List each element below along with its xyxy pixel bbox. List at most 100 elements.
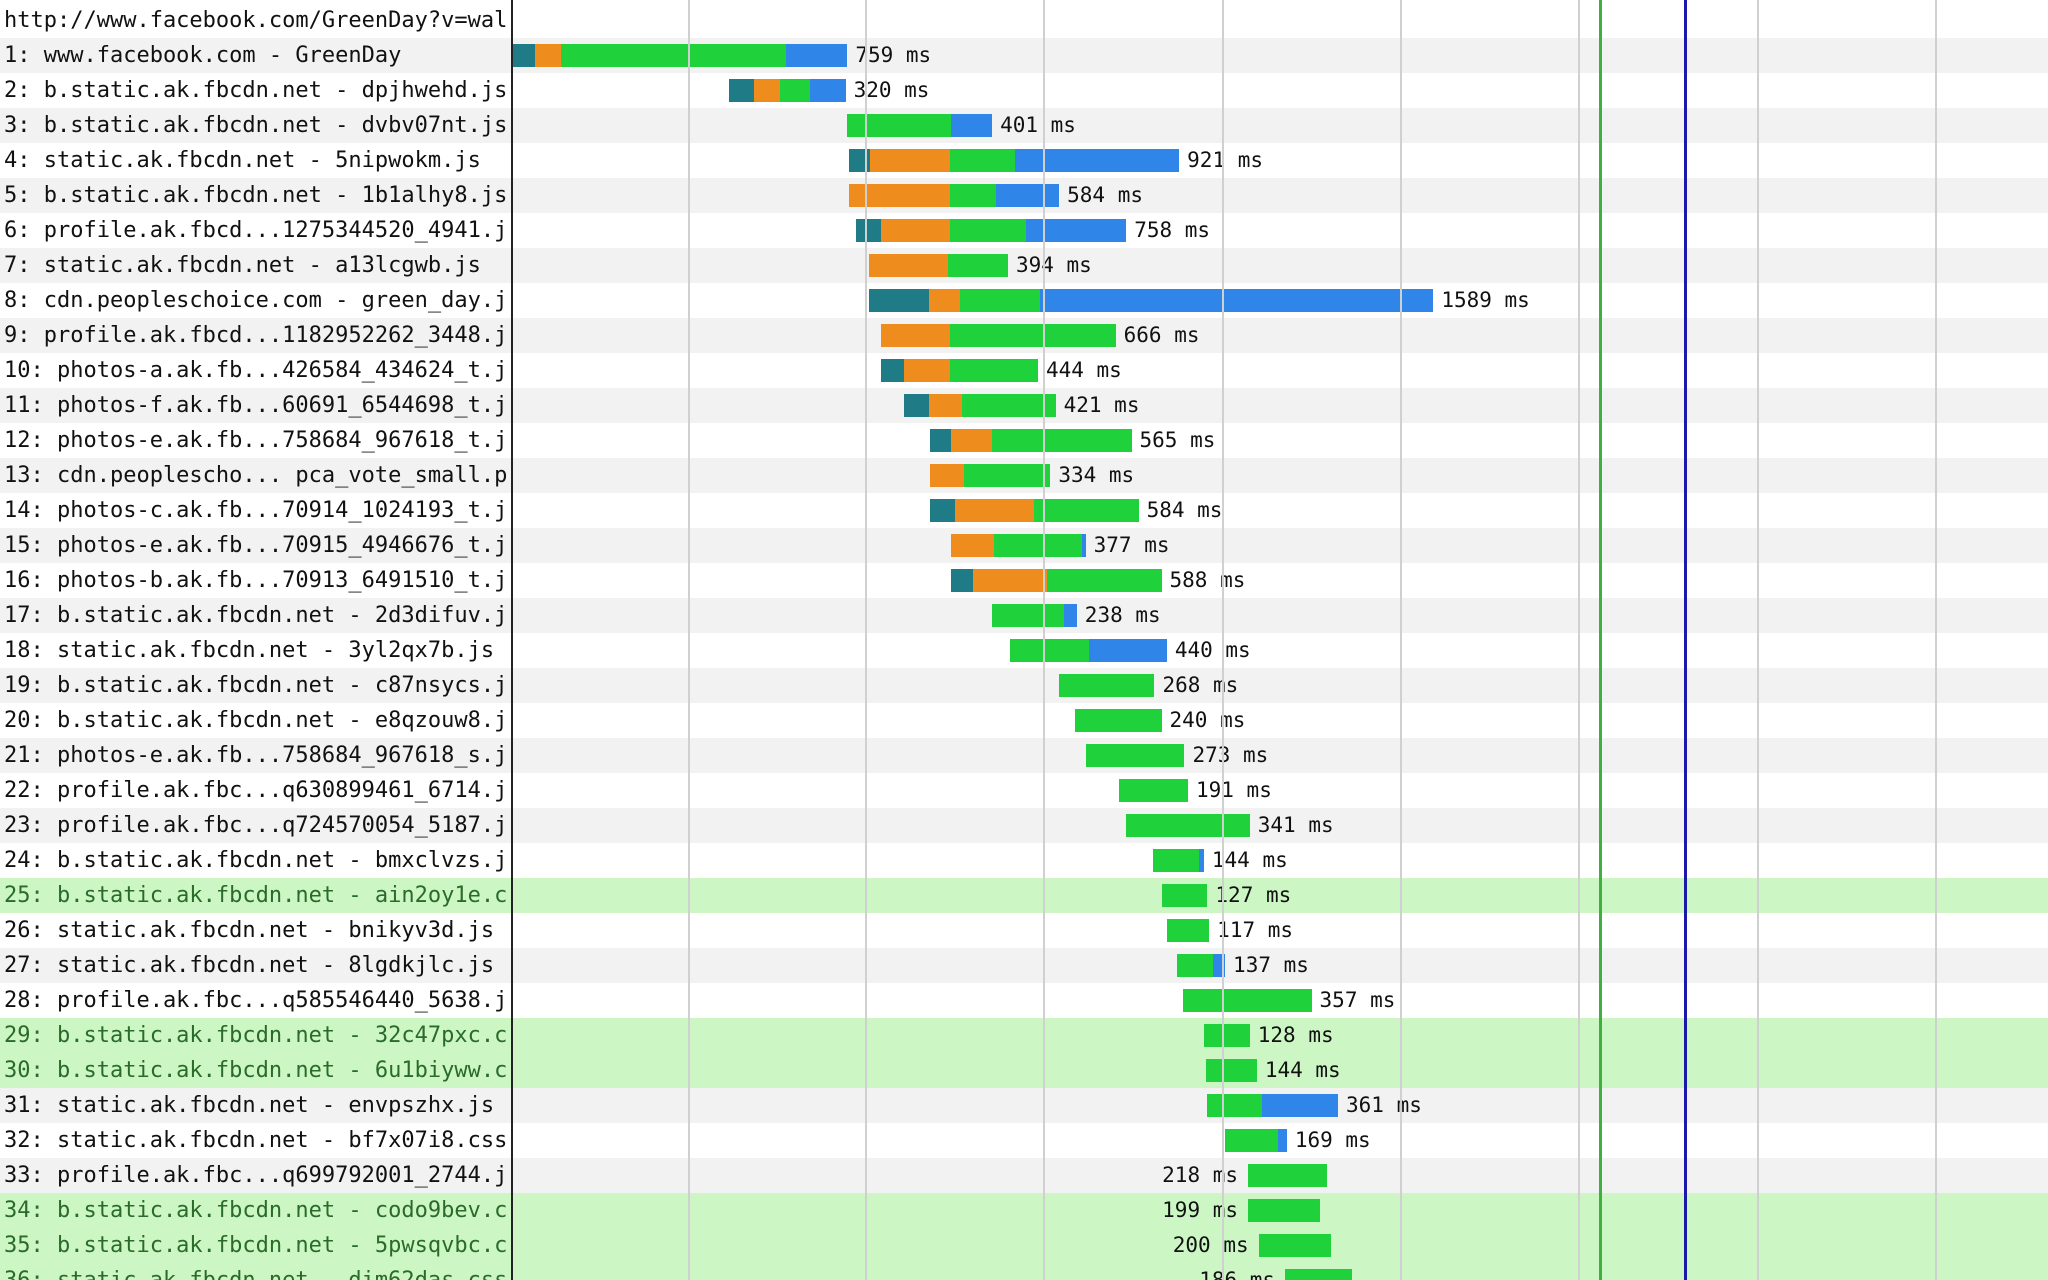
download-bar <box>785 44 848 67</box>
request-duration-label: 127 ms <box>1215 883 1292 907</box>
document-complete-marker-line <box>1684 0 1687 1280</box>
request-duration-label: 444 ms <box>1045 358 1122 382</box>
request-row[interactable]: 15: photos-e.ak.fb...70915_4946676_t.jpg… <box>0 528 2048 563</box>
ttfb-bar <box>1225 1129 1278 1152</box>
request-url-label: 3: b.static.ak.fbcdn.net - dvbv07nt.js <box>4 113 508 138</box>
request-duration-label: 117 ms <box>1217 918 1294 942</box>
download-bar <box>1082 534 1086 557</box>
request-row[interactable]: 21: photos-e.ak.fb...758684_967618_s.jpg… <box>0 738 2048 773</box>
request-duration-label: 137 ms <box>1233 953 1309 977</box>
request-row[interactable]: 14: photos-c.ak.fb...70914_1024193_t.jpg… <box>0 493 2048 528</box>
request-duration-label: 377 ms <box>1093 533 1170 557</box>
request-row[interactable]: 2: b.static.ak.fbcdn.net - dpjhwehd.js 32… <box>0 73 2048 108</box>
request-url-label: 2: b.static.ak.fbcdn.net - dpjhwehd.js <box>4 78 508 103</box>
request-row[interactable]: 5: b.static.ak.fbcdn.net - 1b1alhy8.js 58… <box>0 178 2048 213</box>
ttfb-bar <box>1034 499 1139 522</box>
request-url-label: 9: profile.ak.fbcd...1182952262_3448.jpg <box>4 323 509 348</box>
request-row[interactable]: 6: profile.ak.fbcd...1275344520_4941.jpg… <box>0 213 2048 248</box>
connect-bar <box>972 569 1047 592</box>
request-duration-label: 565 ms <box>1139 428 1216 452</box>
download-bar <box>1064 604 1077 627</box>
request-row[interactable]: 7: static.ak.fbcdn.net - a13lcgwb.js 394 … <box>0 248 2048 283</box>
request-row[interactable]: 32: static.ak.fbcdn.net - bf7x07i8.css 16… <box>0 1123 2048 1158</box>
ttfb-bar <box>1248 1164 1328 1187</box>
request-row[interactable]: 18: static.ak.fbcdn.net - 3yl2qx7b.js 440… <box>0 633 2048 668</box>
request-url-label: 10: photos-a.ak.fb...426584_434624_t.jpg <box>4 358 509 383</box>
dns-bar <box>951 569 973 592</box>
request-url-label: 22: profile.ak.fbc...q630899461_6714.jpg <box>4 778 509 803</box>
request-row[interactable]: 11: photos-f.ak.fb...60691_6544698_t.jpg… <box>0 388 2048 423</box>
request-duration-label: 357 ms <box>1319 988 1396 1012</box>
request-row[interactable]: 20: b.static.ak.fbcdn.net - e8qzouw8.js 2… <box>0 703 2048 738</box>
connect-bar <box>880 219 950 242</box>
request-row[interactable]: 28: profile.ak.fbc...q585546440_5638.jpg… <box>0 983 2048 1018</box>
dns-bar <box>729 79 754 102</box>
request-duration-label: 273 ms <box>1192 743 1269 767</box>
ttfb-bar <box>949 184 996 207</box>
request-row[interactable]: 16: photos-b.ak.fb...70913_6491510_t.jpg… <box>0 563 2048 598</box>
request-url-label: 36: static.ak.fbcdn.net - dim62das.css <box>4 1263 509 1280</box>
download-bar <box>1089 639 1167 662</box>
request-row[interactable]: 31: static.ak.fbcdn.net - envpszhx.js 361… <box>0 1088 2048 1123</box>
request-row[interactable]: 34: b.static.ak.fbcdn.net - codo9bev.css… <box>0 1193 2048 1228</box>
gridline <box>1222 0 1224 1280</box>
request-row[interactable]: 10: photos-a.ak.fb...426584_434624_t.jpg… <box>0 353 2048 388</box>
request-row[interactable]: 13: cdn.peoplescho... pca_vote_small.png… <box>0 458 2048 493</box>
request-row[interactable]: 35: b.static.ak.fbcdn.net - 5pwsqvbc.css… <box>0 1228 2048 1263</box>
ttfb-bar <box>960 289 1040 312</box>
request-row[interactable]: 30: b.static.ak.fbcdn.net - 6u1biyww.css… <box>0 1053 2048 1088</box>
ttfb-bar <box>1203 1024 1250 1047</box>
request-row[interactable]: 9: profile.ak.fbcd...1182952262_3448.jpg… <box>0 318 2048 353</box>
request-row[interactable]: 1: www.facebook.com - GreenDay 759 ms <box>0 38 2048 73</box>
gridline <box>1935 0 1937 1280</box>
request-duration-label: 588 ms <box>1169 568 1246 592</box>
ttfb-bar <box>1248 1199 1321 1222</box>
request-url-label: 23: profile.ak.fbc...q724570054_5187.jpg <box>4 813 509 838</box>
request-duration-label: 758 ms <box>1134 218 1211 242</box>
download-bar <box>1015 149 1180 172</box>
request-url-label: 7: static.ak.fbcdn.net - a13lcgwb.js <box>4 253 481 278</box>
request-row[interactable]: 36: static.ak.fbcdn.net - dim62das.css 18… <box>0 1263 2048 1280</box>
request-url-label: 1: www.facebook.com - GreenDay <box>4 43 402 68</box>
request-row[interactable]: 22: profile.ak.fbc...q630899461_6714.jpg… <box>0 773 2048 808</box>
request-row[interactable]: 33: profile.ak.fbc...q699792001_2744.jpg… <box>0 1158 2048 1193</box>
ttfb-bar <box>949 324 1116 347</box>
request-duration-label: 169 ms <box>1294 1128 1371 1152</box>
dns-bar <box>856 219 881 242</box>
request-duration-label: 334 ms <box>1058 463 1135 487</box>
request-url-label: 8: cdn.peopleschoice.com - green_day.jpg <box>4 288 509 313</box>
ttfb-bar <box>963 464 1051 487</box>
request-duration-label: 199 ms <box>1162 1198 1239 1222</box>
connect-bar <box>870 149 950 172</box>
request-duration-label: 759 ms <box>855 43 932 67</box>
ttfb-bar <box>1258 1234 1331 1257</box>
ttfb-bar <box>1085 744 1185 767</box>
ttfb-bar <box>949 149 1016 172</box>
request-url-label: 17: b.static.ak.fbcdn.net - 2d3difuv.js <box>4 603 509 628</box>
gridline <box>1757 0 1759 1280</box>
request-duration-label: 186 ms <box>1199 1268 1276 1280</box>
request-url-label: 26: static.ak.fbcdn.net - bnikyv3d.js <box>4 918 495 943</box>
request-row[interactable]: 29: b.static.ak.fbcdn.net - 32c47pxc.css… <box>0 1018 2048 1053</box>
connect-bar <box>868 254 948 277</box>
request-row[interactable]: 23: profile.ak.fbc...q724570054_5187.jpg… <box>0 808 2048 843</box>
request-row[interactable]: 19: b.static.ak.fbcdn.net - c87nsycs.js 2… <box>0 668 2048 703</box>
request-row[interactable]: 26: static.ak.fbcdn.net - bnikyv3d.js 117… <box>0 913 2048 948</box>
ttfb-bar <box>992 604 1065 627</box>
ttfb-bar <box>1046 569 1162 592</box>
request-url-label: 35: b.static.ak.fbcdn.net - 5pwsqvbc.css <box>4 1233 509 1258</box>
dns-bar <box>868 289 929 312</box>
request-duration-label: 200 ms <box>1172 1233 1249 1257</box>
request-row[interactable]: 8: cdn.peopleschoice.com - green_day.jpg… <box>0 283 2048 318</box>
request-row[interactable]: 12: photos-e.ak.fb...758684_967618_t.jpg… <box>0 423 2048 458</box>
request-row[interactable]: 25: b.static.ak.fbcdn.net - ain2oy1e.css… <box>0 878 2048 913</box>
request-row[interactable]: 4: static.ak.fbcdn.net - 5nipwokm.js 921 … <box>0 143 2048 178</box>
request-row[interactable]: 3: b.static.ak.fbcdn.net - dvbv07nt.js 40… <box>0 108 2048 143</box>
request-row[interactable]: 24: b.static.ak.fbcdn.net - bmxclvzs.js 1… <box>0 843 2048 878</box>
request-duration-label: 361 ms <box>1346 1093 1422 1117</box>
request-url-label: 21: photos-e.ak.fb...758684_967618_s.jpg <box>4 743 509 768</box>
request-row[interactable]: 17: b.static.ak.fbcdn.net - 2d3difuv.js 2… <box>0 598 2048 633</box>
ttfb-bar <box>1161 884 1208 907</box>
connect-bar <box>955 499 1035 522</box>
request-row[interactable]: 27: static.ak.fbcdn.net - 8lgdkjlc.js 137… <box>0 948 2048 983</box>
